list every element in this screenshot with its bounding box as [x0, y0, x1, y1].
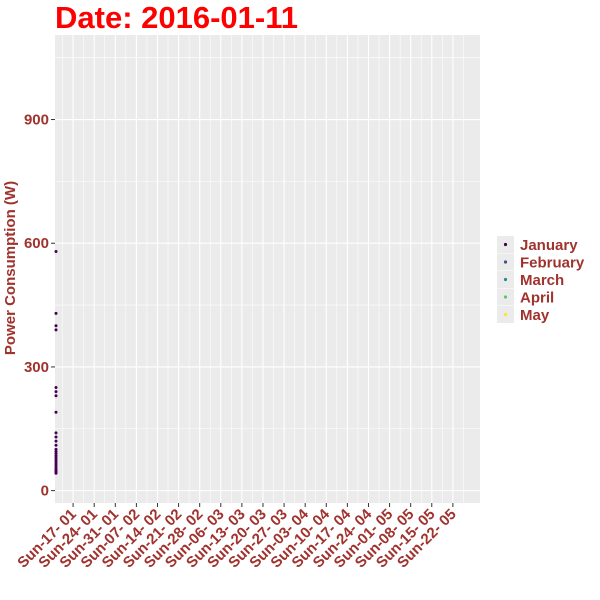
- y-tick-label: 600: [24, 235, 49, 252]
- data-point: [54, 464, 58, 468]
- data-point: [54, 324, 58, 328]
- data-point: [54, 328, 58, 332]
- data-point: [54, 471, 58, 475]
- plot-panel: [55, 35, 480, 503]
- data-point: [54, 394, 58, 398]
- data-point: [54, 452, 58, 456]
- legend-label: February: [520, 255, 585, 272]
- y-axis-label: Power Consumption (W): [2, 181, 19, 355]
- grid-lines: [55, 35, 480, 503]
- data-point: [54, 443, 58, 447]
- legend-marker: [503, 242, 508, 247]
- data-point: [54, 454, 58, 458]
- data-point: [54, 386, 58, 390]
- chart-title: Date: 2016-01-11: [55, 0, 298, 35]
- data-point: [54, 439, 58, 443]
- data-point: [54, 311, 58, 315]
- data-points: [54, 249, 58, 475]
- data-point: [54, 249, 58, 253]
- legend-label: May: [520, 307, 550, 324]
- data-point: [54, 447, 58, 451]
- legend-marker: [503, 295, 508, 299]
- legend-marker: [503, 312, 508, 317]
- legend-label: March: [520, 272, 564, 289]
- y-tick-label: 900: [24, 112, 49, 129]
- legend-label: January: [520, 237, 578, 254]
- y-tick-label: 300: [24, 359, 49, 376]
- data-point: [54, 410, 58, 414]
- data-point: [54, 435, 58, 439]
- legend-label: April: [520, 290, 554, 307]
- y-tick-label: 0: [41, 483, 49, 500]
- data-point: [54, 431, 58, 435]
- data-point: [54, 458, 58, 462]
- data-point: [54, 466, 58, 470]
- y-axis: 0 300 600 900: [24, 112, 55, 500]
- data-point: [54, 456, 58, 460]
- legend-marker: [503, 260, 508, 264]
- data-point: [54, 460, 58, 464]
- data-point: [54, 462, 58, 466]
- legend-marker: [503, 277, 508, 282]
- data-point: [54, 449, 58, 453]
- data-point: [54, 390, 58, 394]
